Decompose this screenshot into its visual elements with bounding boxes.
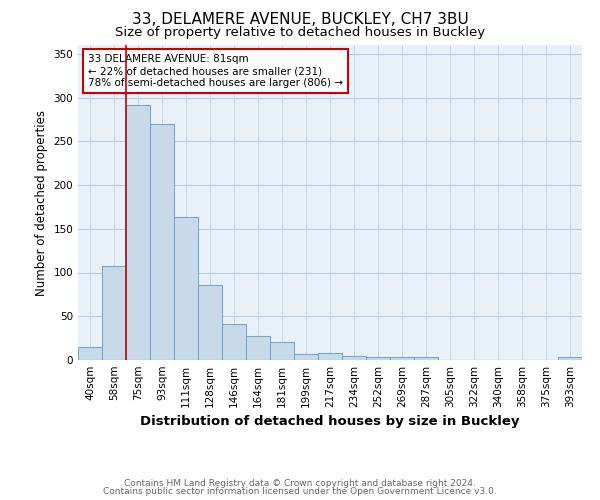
Bar xyxy=(558,358,582,360)
Bar xyxy=(126,106,150,360)
Bar xyxy=(414,356,438,360)
Bar xyxy=(222,324,246,360)
Bar xyxy=(270,342,294,360)
Bar xyxy=(390,358,414,360)
Bar xyxy=(246,336,270,360)
Bar xyxy=(366,356,390,360)
Bar xyxy=(78,347,102,360)
Text: Size of property relative to detached houses in Buckley: Size of property relative to detached ho… xyxy=(115,26,485,39)
Bar xyxy=(198,285,222,360)
Bar xyxy=(318,353,342,360)
Bar xyxy=(342,356,366,360)
Text: 33 DELAMERE AVENUE: 81sqm
← 22% of detached houses are smaller (231)
78% of semi: 33 DELAMERE AVENUE: 81sqm ← 22% of detac… xyxy=(88,54,343,88)
X-axis label: Distribution of detached houses by size in Buckley: Distribution of detached houses by size … xyxy=(140,416,520,428)
Text: Contains public sector information licensed under the Open Government Licence v3: Contains public sector information licen… xyxy=(103,487,497,496)
Bar xyxy=(102,266,126,360)
Text: 33, DELAMERE AVENUE, BUCKLEY, CH7 3BU: 33, DELAMERE AVENUE, BUCKLEY, CH7 3BU xyxy=(131,12,469,28)
Y-axis label: Number of detached properties: Number of detached properties xyxy=(35,110,48,296)
Bar xyxy=(294,354,318,360)
Bar xyxy=(150,124,174,360)
Bar xyxy=(174,218,198,360)
Text: Contains HM Land Registry data © Crown copyright and database right 2024.: Contains HM Land Registry data © Crown c… xyxy=(124,478,476,488)
